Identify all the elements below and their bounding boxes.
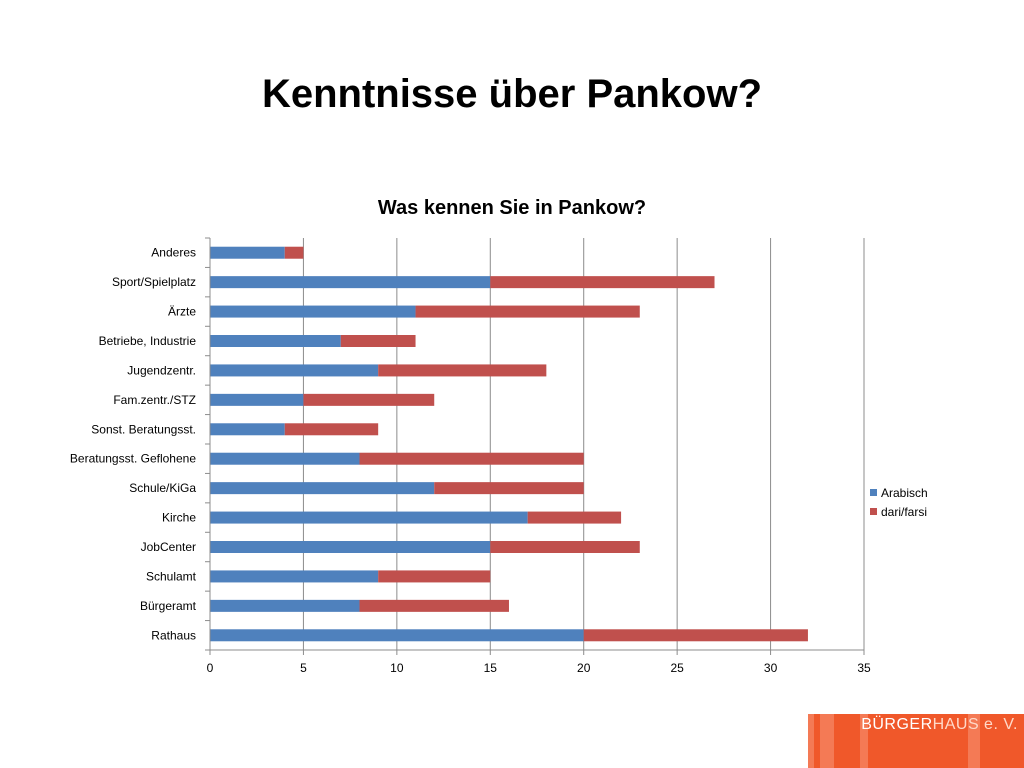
bar-segment xyxy=(378,570,491,583)
x-tick-label: 5 xyxy=(300,661,307,675)
x-tick-label: 15 xyxy=(484,661,498,675)
y-tick-label: Beratungsst. Geflohene xyxy=(70,452,196,466)
slide-title: Kenntnisse über Pankow? xyxy=(261,72,763,116)
legend-label: Arabisch xyxy=(881,486,928,500)
y-tick-label: Rathaus xyxy=(151,628,196,642)
x-tick-label: 10 xyxy=(390,661,404,675)
bar-segment xyxy=(340,335,416,347)
bars xyxy=(210,246,808,642)
bar-segment xyxy=(210,305,416,318)
legend-swatch xyxy=(870,508,877,515)
bar-segment xyxy=(378,364,547,377)
x-tick-label: 25 xyxy=(670,661,684,675)
x-tick-label: 30 xyxy=(764,661,778,675)
bar-segment xyxy=(210,393,304,406)
bar-segment xyxy=(490,276,715,289)
bar-segment xyxy=(434,482,584,495)
bar-segment xyxy=(210,364,379,377)
y-tick-label: Schule/KiGa xyxy=(129,481,196,495)
y-tick-label: Ärzte xyxy=(168,305,196,319)
bar-segment xyxy=(210,335,341,347)
bar-segment xyxy=(415,305,640,318)
y-tick-label: Bürgeramt xyxy=(140,599,197,613)
logo-text: BÜRGERHAUS e. V. xyxy=(861,716,1018,733)
bar-segment xyxy=(210,482,435,495)
bar-segment xyxy=(583,629,808,642)
bar-segment xyxy=(284,423,379,436)
bar-segment xyxy=(210,423,285,436)
y-tick-label: Sport/Spielplatz xyxy=(112,275,196,289)
axes: 0 5 10 15 20 25 30 35 Rathaus Bürgeramt Schulamt Jo… xyxy=(70,237,871,675)
bar-segment xyxy=(210,276,491,289)
y-tick-label: Betriebe, Industrie xyxy=(99,334,197,348)
bar-segment xyxy=(490,541,640,553)
x-tick-label: 0 xyxy=(207,661,214,675)
bar-segment xyxy=(210,541,491,553)
buergerhaus-logo: BÜRGERHAUS e. V. xyxy=(808,714,1024,768)
y-tick-label: Sonst. Beratungsst. xyxy=(91,422,196,436)
bar-segment xyxy=(210,570,379,583)
bar-segment xyxy=(210,599,360,612)
bar-segment xyxy=(527,511,622,524)
bar-segment xyxy=(210,629,584,642)
bar-segment xyxy=(210,246,285,259)
y-tick-label: Schulamt xyxy=(146,569,197,583)
bar-segment xyxy=(210,452,360,465)
bar-segment xyxy=(359,599,509,612)
bar-segment xyxy=(359,452,584,465)
y-tick-label: Fam.zentr./STZ xyxy=(113,393,196,407)
y-tick-label: Kirche xyxy=(162,511,196,525)
legend-label: dari/farsi xyxy=(881,505,927,519)
bar-segment xyxy=(284,246,304,259)
legend: Arabisch dari/farsi xyxy=(870,486,928,519)
gridlines xyxy=(302,238,865,650)
chart-title: Was kennen Sie in Pankow? xyxy=(378,197,646,219)
y-tick-label: JobCenter xyxy=(141,540,196,554)
x-tick-label: 35 xyxy=(857,661,871,675)
legend-swatch xyxy=(870,489,877,496)
x-tick-label: 20 xyxy=(577,661,591,675)
y-tick-label: Anderes xyxy=(151,246,196,260)
bar-segment xyxy=(303,393,435,406)
y-tick-label: Jugendzentr. xyxy=(127,363,196,377)
bar-segment xyxy=(210,511,528,524)
